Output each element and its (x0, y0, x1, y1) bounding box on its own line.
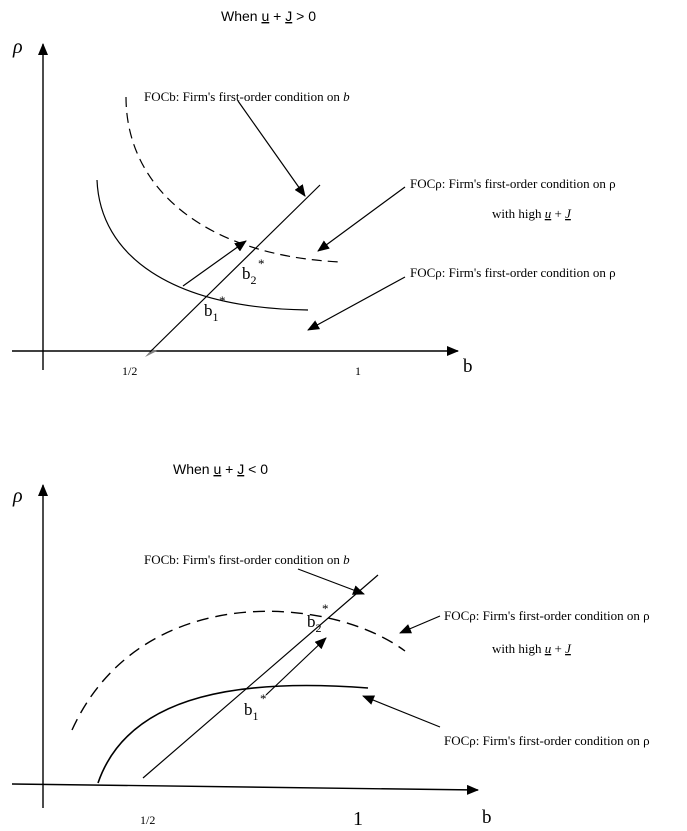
top-point-b2: b2 (242, 264, 257, 287)
bottom-point-b2: b2 (307, 612, 322, 635)
top-origin-marker (145, 349, 157, 357)
top-y-axis-label: ρ (12, 36, 23, 58)
bottom-with-high-label: with high u + J (492, 641, 572, 656)
bottom-point-b1: b1 (244, 700, 259, 723)
top-with-high-label: with high u + J (492, 206, 572, 221)
bottom-y-axis-label: ρ (12, 485, 23, 507)
top-point-b1: b1 (204, 301, 219, 324)
bottom-x-axis (11, 783, 479, 795)
top-focb-label: FOCb: Firm's first-order condition on b (144, 89, 350, 104)
bottom-tick-one: 1 (353, 808, 363, 830)
bottom-x-axis-label: b (482, 807, 492, 828)
top-panel: When u + J > 0 ρ b 1/2 1 b2 * b1 * FOCb:… (12, 8, 616, 378)
bottom-arrow-focrho-high (399, 615, 441, 634)
top-focrho-high-label: FOCρ: Firm's first-order condition on ρ (410, 176, 616, 191)
bottom-focb-label: FOCb: Firm's first-order condition on b (144, 552, 350, 567)
top-title: When u + J > 0 (221, 8, 316, 24)
bottom-point-b1-star: * (260, 691, 267, 706)
bottom-focb-line (142, 574, 379, 779)
bottom-focrho-high-label: FOCρ: Firm's first-order condition on ρ (444, 608, 650, 623)
top-point-b1-star: * (219, 293, 226, 308)
bottom-point-b2-star: * (322, 601, 329, 616)
top-x-axis-label: b (463, 356, 473, 377)
bottom-title: When u + J < 0 (173, 461, 268, 477)
bottom-tick-half: 1/2 (140, 813, 155, 827)
top-focrho-high-curve (125, 96, 341, 263)
top-arrow-focrho-high (317, 186, 406, 252)
bottom-focrho-high-curve (71, 610, 406, 731)
top-tick-half: 1/2 (122, 364, 137, 378)
bottom-focrho-curve (97, 684, 369, 784)
top-focb-line (149, 184, 321, 353)
bottom-panel: When u + J < 0 ρ b 1/2 1 b2 * b1 * FOCb:… (11, 461, 650, 830)
top-arrow-focrho (307, 276, 406, 331)
top-tick-one: 1 (355, 364, 361, 378)
top-arrow-focb (237, 100, 306, 197)
bottom-arrow-shift (265, 637, 327, 696)
top-point-b2-star: * (258, 256, 265, 271)
top-focrho-curve (96, 179, 309, 311)
top-focrho-label: FOCρ: Firm's first-order condition on ρ (410, 265, 616, 280)
bottom-focrho-label: FOCρ: Firm's first-order condition on ρ (444, 733, 650, 748)
bottom-arrow-focb (297, 568, 365, 595)
bottom-arrow-focrho (362, 695, 441, 728)
top-arrow-shift (182, 240, 247, 287)
